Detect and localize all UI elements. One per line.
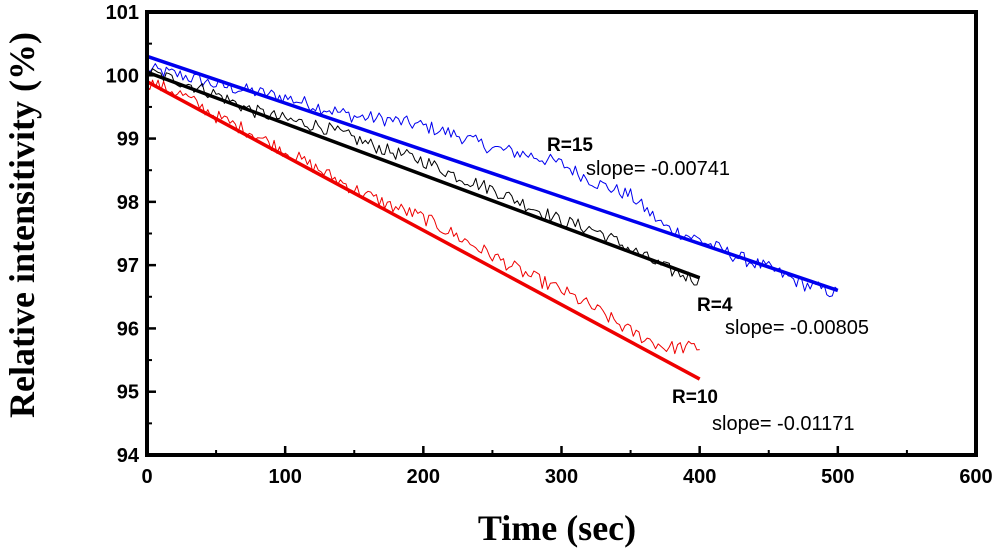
x-axis-ticks: 0 100 200 300 400 500 600	[141, 446, 993, 488]
series-label-r15: R=15	[547, 135, 593, 156]
y-tick-label: 96	[117, 318, 139, 340]
plot-frame	[145, 10, 978, 457]
y-tick-label: 95	[117, 382, 139, 404]
x-tick-label: 400	[683, 466, 716, 488]
series-trace-r15	[146, 63, 839, 298]
x-tick-label: 500	[821, 466, 854, 488]
x-tick-label: 300	[545, 466, 578, 488]
series-trace-r10	[146, 79, 700, 355]
x-axis-title: Time (sec)	[478, 508, 636, 548]
series-fit-line-r10	[146, 80, 701, 381]
series-layer	[146, 54, 839, 381]
y-tick-label: 98	[117, 192, 139, 214]
x-tick-label: 0	[141, 466, 152, 488]
series-label-r4: R=4	[697, 295, 733, 316]
y-tick-label: 101	[106, 2, 139, 24]
x-tick-label: 200	[407, 466, 440, 488]
y-tick-label: 94	[117, 445, 140, 467]
x-tick-label: 600	[959, 466, 992, 488]
x-tick-label: 100	[268, 466, 301, 488]
y-tick-label: 99	[117, 129, 139, 151]
series-slope-r15: slope= -0.00741	[586, 158, 730, 180]
y-tick-label: 97	[117, 255, 139, 277]
series-fit-line-r15	[146, 54, 839, 293]
series-fit-line-r4	[146, 70, 701, 280]
y-axis-title: Relative intensitivity (%)	[2, 32, 42, 418]
series-slope-r10: slope= -0.01171	[712, 413, 855, 435]
series-slope-r4: slope= -0.00805	[725, 317, 869, 339]
y-tick-label: 100	[106, 65, 139, 87]
series-label-r10: R=10	[672, 387, 718, 408]
